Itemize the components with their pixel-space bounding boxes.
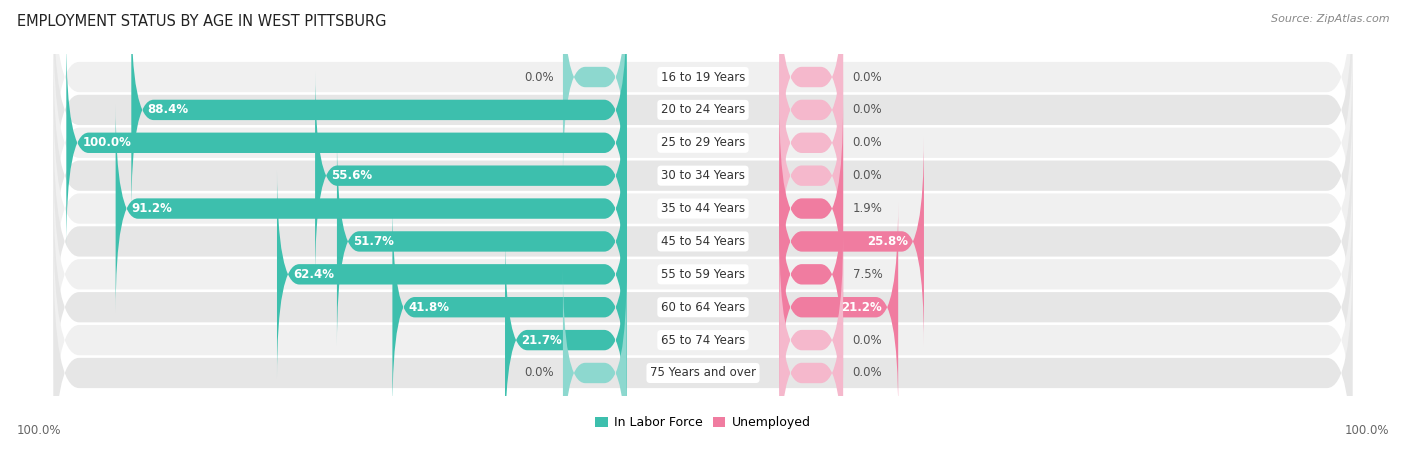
Text: 21.7%: 21.7% <box>522 333 561 346</box>
Text: 100.0%: 100.0% <box>17 423 62 436</box>
Text: 88.4%: 88.4% <box>148 104 188 117</box>
FancyBboxPatch shape <box>779 169 844 379</box>
Text: 0.0%: 0.0% <box>852 104 882 117</box>
FancyBboxPatch shape <box>53 224 1353 450</box>
Text: 1.9%: 1.9% <box>852 202 883 215</box>
Legend: In Labor Force, Unemployed: In Labor Force, Unemployed <box>591 411 815 434</box>
Text: 21.2%: 21.2% <box>842 301 882 314</box>
Text: 0.0%: 0.0% <box>852 169 882 182</box>
FancyBboxPatch shape <box>53 191 1353 423</box>
FancyBboxPatch shape <box>779 268 844 450</box>
FancyBboxPatch shape <box>53 256 1353 450</box>
FancyBboxPatch shape <box>779 5 844 215</box>
FancyBboxPatch shape <box>562 268 627 450</box>
FancyBboxPatch shape <box>337 136 627 346</box>
FancyBboxPatch shape <box>115 104 627 314</box>
Text: 55 to 59 Years: 55 to 59 Years <box>661 268 745 281</box>
FancyBboxPatch shape <box>53 125 1353 358</box>
Text: 30 to 34 Years: 30 to 34 Years <box>661 169 745 182</box>
Text: EMPLOYMENT STATUS BY AGE IN WEST PITTSBURG: EMPLOYMENT STATUS BY AGE IN WEST PITTSBU… <box>17 14 387 28</box>
Text: 60 to 64 Years: 60 to 64 Years <box>661 301 745 314</box>
FancyBboxPatch shape <box>779 104 844 314</box>
FancyBboxPatch shape <box>66 38 627 248</box>
FancyBboxPatch shape <box>53 27 1353 259</box>
Text: 45 to 54 Years: 45 to 54 Years <box>661 235 745 248</box>
FancyBboxPatch shape <box>779 38 844 248</box>
Text: 16 to 19 Years: 16 to 19 Years <box>661 71 745 84</box>
Text: 0.0%: 0.0% <box>852 71 882 84</box>
Text: 41.8%: 41.8% <box>408 301 450 314</box>
FancyBboxPatch shape <box>562 0 627 182</box>
FancyBboxPatch shape <box>53 59 1353 292</box>
FancyBboxPatch shape <box>53 158 1353 391</box>
Text: 0.0%: 0.0% <box>852 333 882 346</box>
FancyBboxPatch shape <box>779 0 844 182</box>
Text: 100.0%: 100.0% <box>1344 423 1389 436</box>
Text: 100.0%: 100.0% <box>82 136 131 149</box>
Text: 25 to 29 Years: 25 to 29 Years <box>661 136 745 149</box>
Text: 65 to 74 Years: 65 to 74 Years <box>661 333 745 346</box>
Text: 7.5%: 7.5% <box>852 268 883 281</box>
FancyBboxPatch shape <box>779 202 898 412</box>
FancyBboxPatch shape <box>779 136 924 346</box>
Text: 51.7%: 51.7% <box>353 235 394 248</box>
FancyBboxPatch shape <box>53 0 1353 194</box>
Text: 20 to 24 Years: 20 to 24 Years <box>661 104 745 117</box>
Text: 0.0%: 0.0% <box>852 136 882 149</box>
Text: 91.2%: 91.2% <box>132 202 173 215</box>
FancyBboxPatch shape <box>53 92 1353 325</box>
Text: 0.0%: 0.0% <box>524 366 554 379</box>
Text: 0.0%: 0.0% <box>524 71 554 84</box>
FancyBboxPatch shape <box>779 235 844 445</box>
Text: Source: ZipAtlas.com: Source: ZipAtlas.com <box>1271 14 1389 23</box>
FancyBboxPatch shape <box>505 235 627 445</box>
Text: 25.8%: 25.8% <box>868 235 908 248</box>
Text: 55.6%: 55.6% <box>330 169 373 182</box>
FancyBboxPatch shape <box>131 5 627 215</box>
Text: 0.0%: 0.0% <box>852 366 882 379</box>
FancyBboxPatch shape <box>53 0 1353 226</box>
Text: 62.4%: 62.4% <box>292 268 333 281</box>
FancyBboxPatch shape <box>392 202 627 412</box>
Text: 35 to 44 Years: 35 to 44 Years <box>661 202 745 215</box>
FancyBboxPatch shape <box>315 71 627 281</box>
Text: 75 Years and over: 75 Years and over <box>650 366 756 379</box>
FancyBboxPatch shape <box>779 71 844 281</box>
FancyBboxPatch shape <box>277 169 627 379</box>
